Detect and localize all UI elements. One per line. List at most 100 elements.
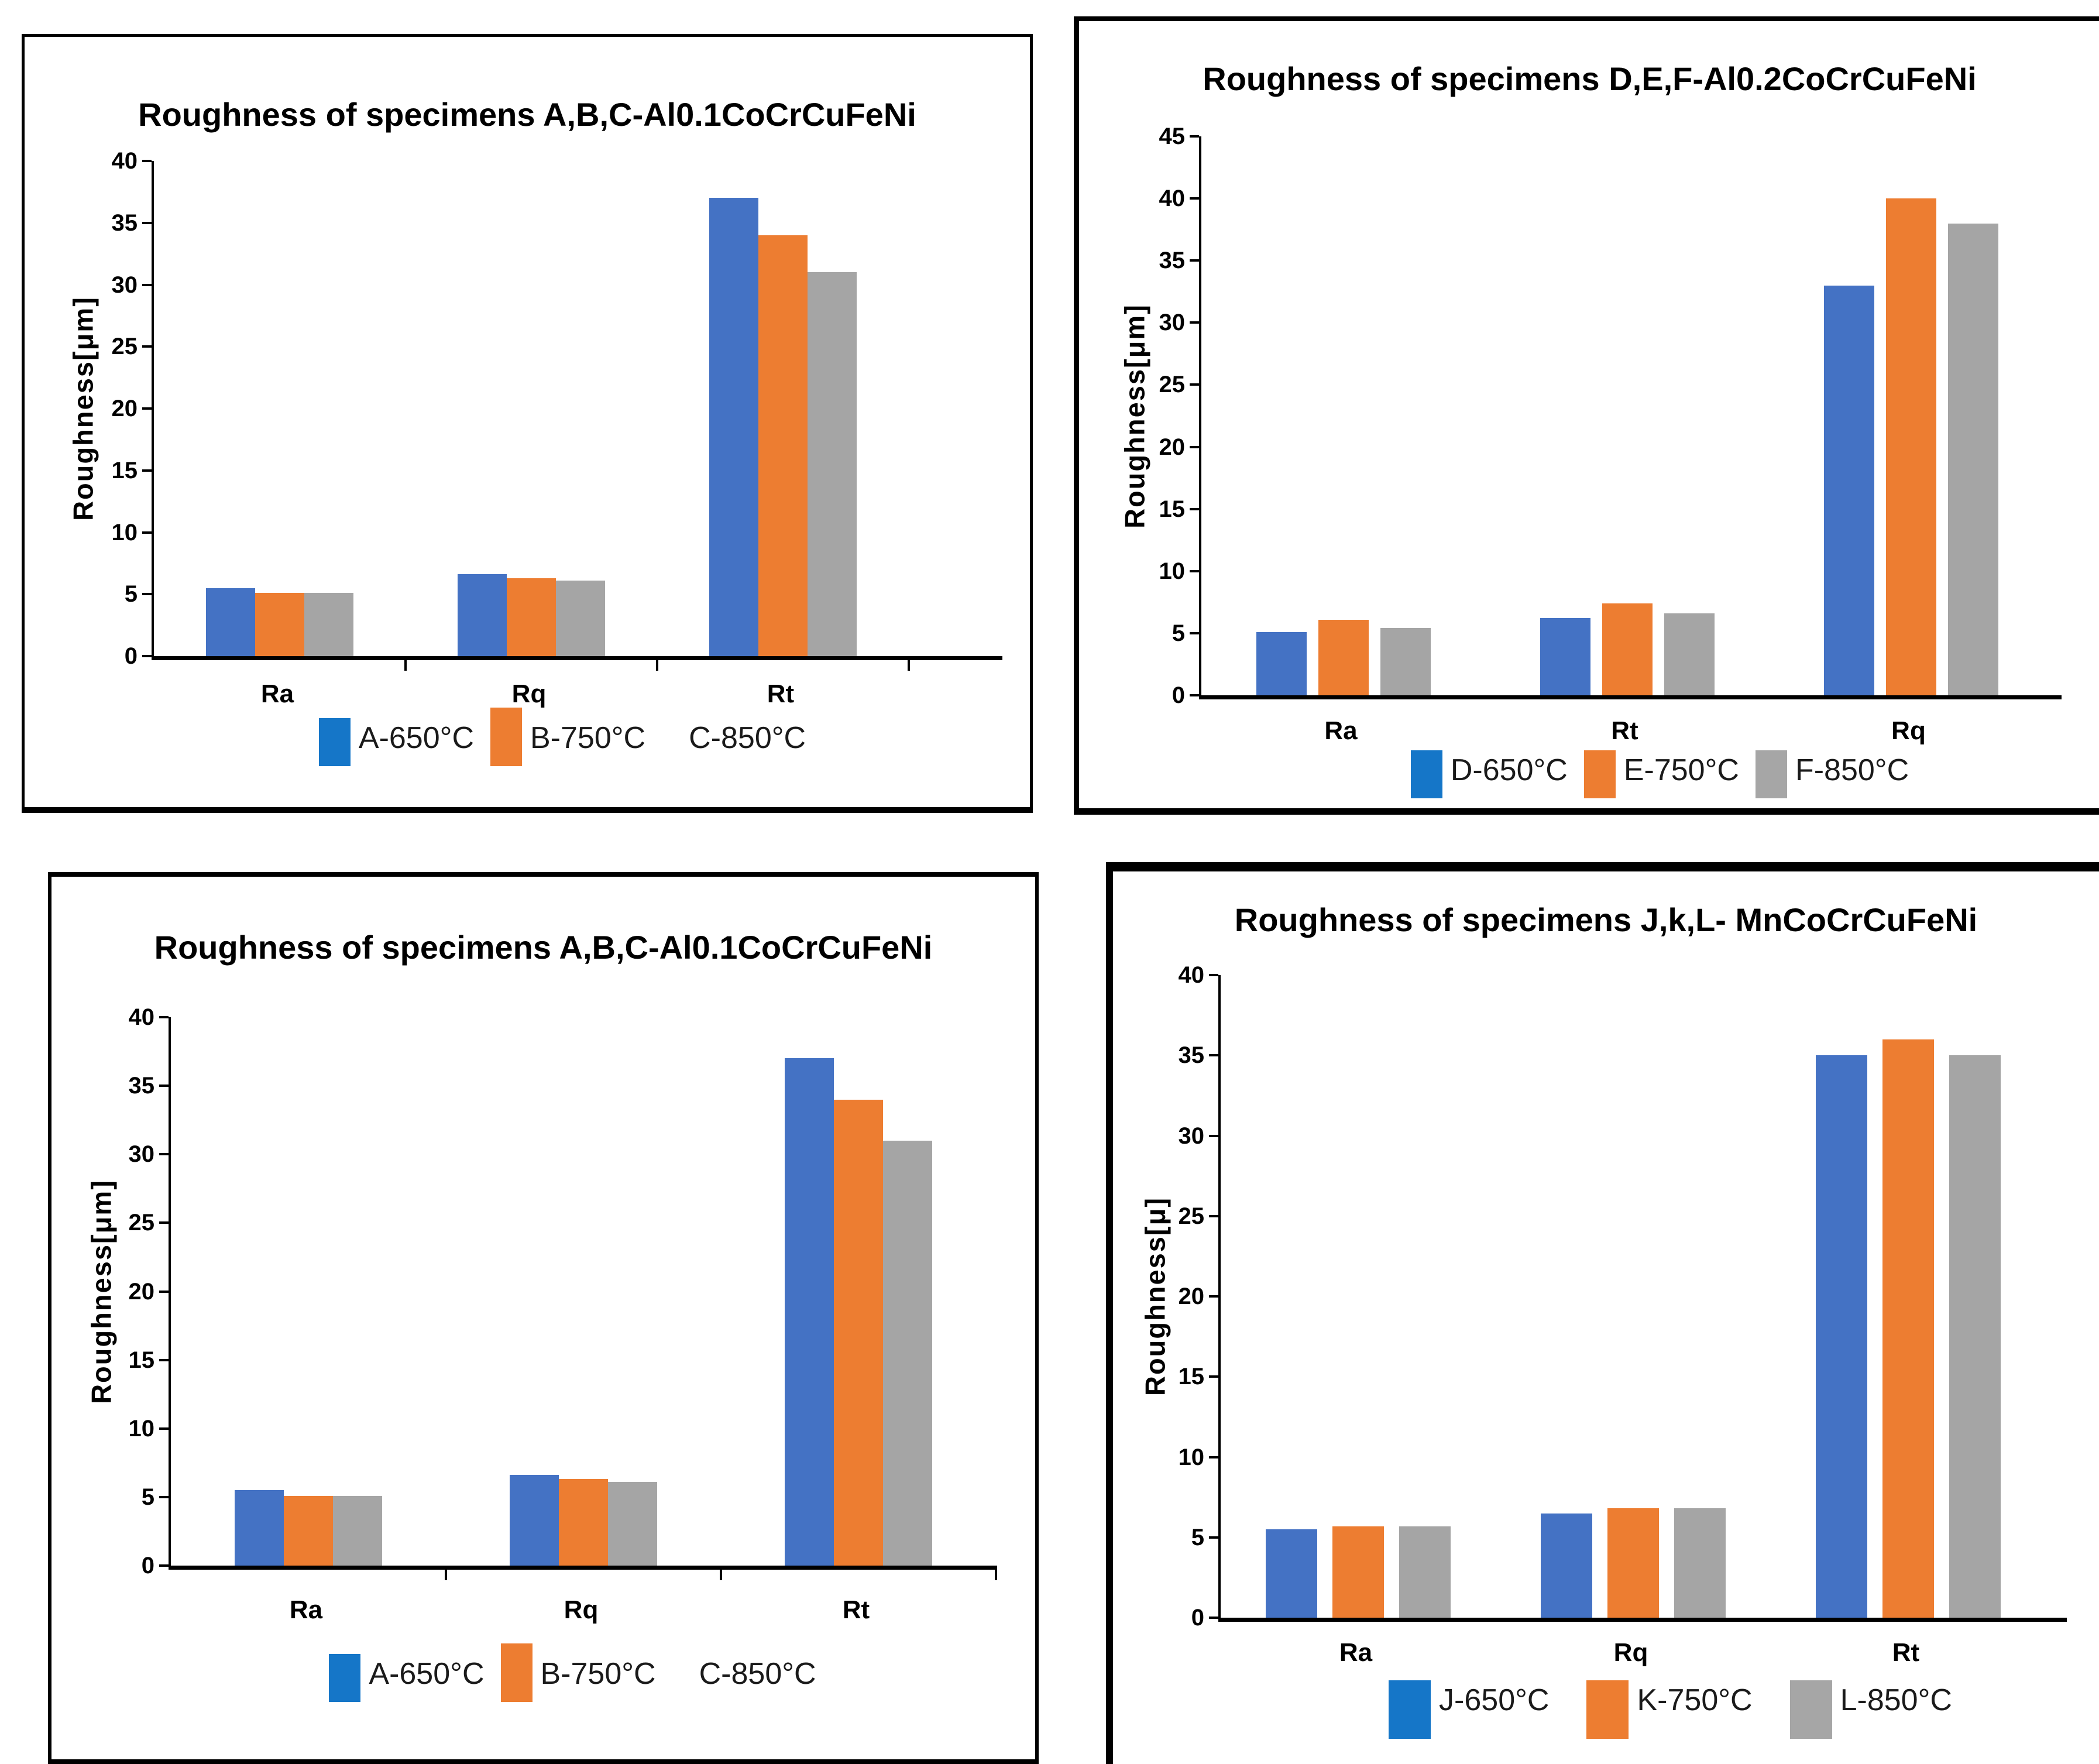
bar bbox=[1602, 603, 1653, 695]
legend: D-650°C E-750°C F-850°C bbox=[1149, 747, 2099, 798]
y-tick-mark bbox=[1190, 259, 1199, 262]
legend-item: A-650°C bbox=[318, 715, 474, 766]
y-tick-mark bbox=[1209, 1456, 1218, 1458]
bar bbox=[1949, 1055, 2001, 1618]
bar bbox=[1674, 1508, 1726, 1618]
x-axis-category-labels: Ra Rq Rt bbox=[152, 679, 1000, 717]
bar-group bbox=[1201, 136, 1485, 695]
legend-swatch-icon bbox=[1755, 750, 1787, 798]
legend-label: F-850°C bbox=[1795, 753, 1909, 787]
category-label: Rq bbox=[511, 679, 547, 708]
y-tick-label: 0 bbox=[124, 643, 138, 669]
y-tick-label: 5 bbox=[1172, 620, 1185, 646]
legend-label: D-650°C bbox=[1450, 753, 1568, 787]
y-tick-mark bbox=[1190, 383, 1199, 386]
y-tick-mark bbox=[142, 407, 152, 410]
y-tick-label: 0 bbox=[1191, 1605, 1204, 1631]
x-tick-mark bbox=[656, 660, 658, 671]
chart-title: Roughness of specimens D,E,F-Al0.2CoCrCu… bbox=[1203, 60, 1977, 97]
y-tick-label: 5 bbox=[141, 1484, 154, 1510]
y-tick-label: 5 bbox=[124, 581, 138, 608]
bar bbox=[1885, 198, 1936, 695]
y-tick-label: 40 bbox=[1159, 186, 1186, 212]
category-label: Rt bbox=[767, 679, 795, 708]
bar bbox=[556, 581, 605, 656]
y-tick-label: 25 bbox=[1178, 1203, 1205, 1229]
category-label: Rt bbox=[1892, 1638, 1920, 1667]
chart-roughness-def-top-right: Roughness of specimens D,E,F-Al0.2CoCrCu… bbox=[1074, 16, 2099, 815]
y-axis-tick-labels: 0 5 10 15 20 25 30 35 40 bbox=[69, 1005, 155, 1577]
y-tick-mark bbox=[159, 1016, 169, 1018]
legend-swatch-icon bbox=[1410, 750, 1442, 798]
legend-item: K-750°C bbox=[1586, 1677, 1753, 1739]
x-tick-mark bbox=[404, 660, 407, 671]
legend-item: C-850°C bbox=[689, 715, 806, 762]
chart-roughness-abc-top-left: Roughness of specimens A,B,C-Al0.1CoCrCu… bbox=[22, 34, 1033, 813]
y-tick-label: 0 bbox=[141, 1553, 154, 1578]
bar-group bbox=[1771, 975, 2046, 1618]
y-tick-mark bbox=[1209, 1214, 1218, 1217]
bar-group bbox=[1485, 136, 1769, 695]
bar bbox=[1541, 1513, 1592, 1618]
legend-item: E-750°C bbox=[1583, 747, 1739, 798]
bar bbox=[1332, 1526, 1384, 1618]
y-tick-label: 35 bbox=[111, 210, 138, 236]
x-tick-mark bbox=[720, 1570, 722, 1580]
x-axis-category-labels: Ra Rq Rt bbox=[1218, 1638, 2064, 1676]
bar-group bbox=[171, 1017, 446, 1566]
bar bbox=[1266, 1529, 1317, 1618]
legend: A-650°C B-750°C C-850°C bbox=[60, 708, 1065, 766]
y-tick-mark bbox=[159, 1290, 169, 1293]
bar bbox=[1256, 632, 1307, 695]
category-label: Ra bbox=[1324, 716, 1358, 745]
category-label: Rq bbox=[1891, 716, 1926, 745]
legend-item: L-850°C bbox=[1789, 1677, 1952, 1739]
bar bbox=[1816, 1055, 1867, 1618]
y-tick-mark bbox=[142, 655, 152, 657]
y-tick-label: 35 bbox=[1178, 1042, 1205, 1069]
y-tick-label: 20 bbox=[1159, 434, 1186, 460]
y-tick-mark bbox=[159, 1085, 169, 1087]
legend-swatch-icon bbox=[500, 1643, 533, 1702]
y-tick-mark bbox=[142, 283, 152, 286]
legend-item: B-750°C bbox=[490, 708, 645, 766]
y-tick-mark bbox=[142, 345, 152, 348]
plot-area bbox=[1209, 974, 2067, 1622]
y-tick-label: 25 bbox=[1159, 372, 1186, 398]
bar bbox=[1399, 1526, 1451, 1618]
bar-group bbox=[1221, 975, 1496, 1618]
y-tick-mark bbox=[1209, 1054, 1218, 1057]
y-tick-mark bbox=[1190, 507, 1199, 510]
legend-swatch-icon bbox=[1586, 1680, 1629, 1739]
legend: A-650°C B-750°C C-850°C bbox=[81, 1643, 1064, 1702]
y-tick-mark bbox=[159, 1221, 169, 1224]
bar bbox=[1380, 628, 1431, 695]
chart-title: Roughness of specimens J,k,L- MnCoCrCuFe… bbox=[1234, 901, 1978, 938]
y-tick-mark bbox=[1190, 135, 1199, 138]
bar-group bbox=[446, 1017, 721, 1566]
y-tick-mark bbox=[1209, 1295, 1218, 1298]
y-tick-mark bbox=[1190, 694, 1199, 696]
legend-item: A-650°C bbox=[329, 1650, 485, 1702]
y-tick-label: 20 bbox=[1178, 1283, 1205, 1309]
y-tick-mark bbox=[1190, 569, 1199, 572]
y-tick-mark bbox=[1209, 1536, 1218, 1539]
y-tick-mark bbox=[159, 1153, 169, 1156]
bar-group bbox=[406, 161, 657, 656]
plot-area bbox=[159, 1016, 997, 1580]
bar-group bbox=[1496, 975, 1771, 1618]
legend-label: A-650°C bbox=[358, 721, 474, 755]
bar bbox=[304, 593, 353, 656]
x-tick-mark bbox=[995, 1570, 997, 1580]
bar bbox=[559, 1479, 608, 1566]
y-tick-label: 45 bbox=[1159, 123, 1186, 149]
bar-group bbox=[721, 1017, 996, 1566]
category-label: Rt bbox=[842, 1595, 870, 1624]
y-tick-mark bbox=[142, 160, 152, 162]
y-tick-mark bbox=[142, 593, 152, 596]
bar bbox=[785, 1058, 834, 1566]
category-label: Ra bbox=[289, 1595, 323, 1624]
chart-title: Roughness of specimens A,B,C-Al0.1CoCrCu… bbox=[138, 96, 916, 133]
x-tick-mark bbox=[908, 660, 910, 671]
legend-label: B-750°C bbox=[540, 1657, 656, 1691]
